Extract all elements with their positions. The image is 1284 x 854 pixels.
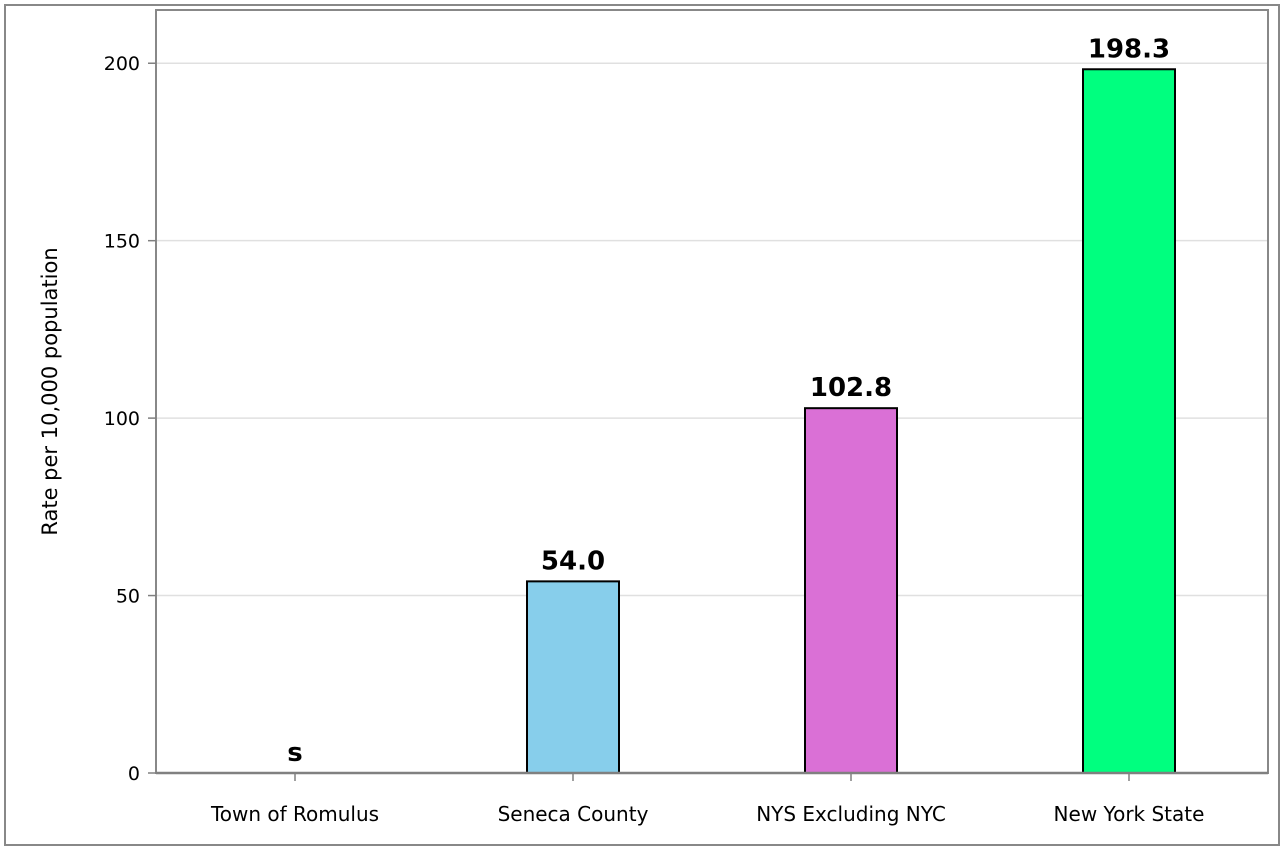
bar [1082, 68, 1176, 775]
y-tick-label: 200 [104, 53, 140, 75]
bar [526, 580, 620, 774]
bar [804, 407, 898, 774]
data-label: 102.8 [810, 373, 892, 403]
x-tick-label: Seneca County [498, 802, 649, 826]
y-tick-label: 100 [104, 408, 140, 430]
y-tick-label: 0 [128, 763, 140, 785]
data-label: 198.3 [1088, 34, 1170, 64]
x-tick-label: NYS Excluding NYC [756, 802, 946, 826]
data-label: 54.0 [541, 546, 605, 576]
labels-layer: Town of Romulus s Seneca County 54.0 NYS Exc… [210, 34, 1205, 826]
y-tick-label: 50 [116, 586, 140, 608]
data-label: s [287, 738, 302, 768]
y-axis-title: Rate per 10,000 population [38, 247, 62, 535]
axis-layer: 0 50 100 150 200 [104, 53, 1268, 785]
x-tick-label: New York State [1054, 802, 1205, 826]
bars-layer [526, 68, 1176, 775]
outer-frame [4, 4, 1280, 846]
x-tick-label: Town of Romulus [210, 802, 379, 826]
y-tick-label: 150 [104, 231, 140, 253]
